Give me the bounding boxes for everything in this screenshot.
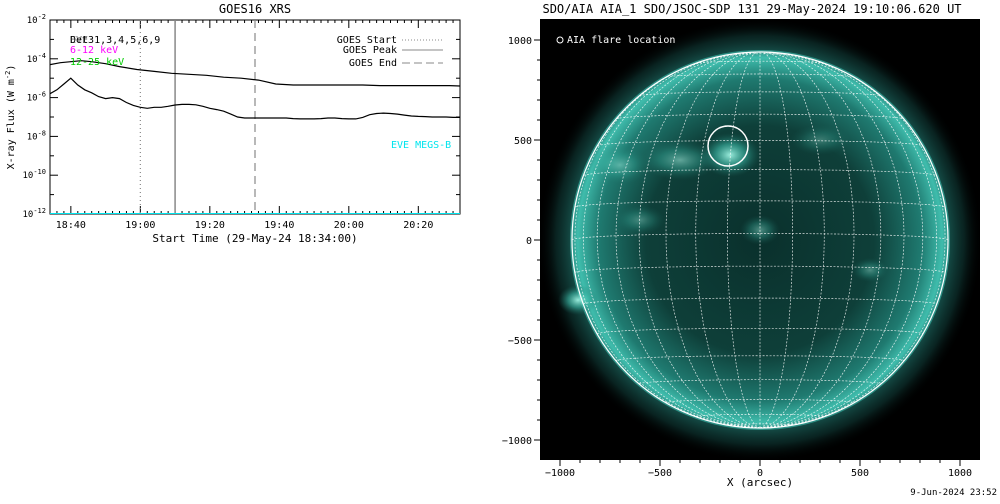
y-tick-label: 10-12 (23, 207, 47, 220)
x-tick-label: 18:40 (56, 220, 86, 231)
legend-12-25kev: 12-25 keV (70, 57, 124, 68)
goes-xrs-chart: GOES16 XRS X-ray Flux (W m-2) Start Time… (4, 2, 461, 245)
ry-tick-label: −1000 (502, 436, 532, 447)
series-line-0 (50, 60, 460, 87)
left-xlabel: Start Time (29-May-24 18:34:00) (152, 232, 357, 245)
aia-image-panel: SDO/AIA AIA_1 SDO/JSOC-SDP 131 29-May-20… (502, 2, 980, 489)
rx-tick-label: 0 (757, 468, 763, 479)
y-tick-label: 10-4 (27, 52, 46, 65)
x-tick-label: 19:00 (125, 220, 155, 231)
x-tick-label: 19:20 (195, 220, 225, 231)
flare-legend-icon (556, 36, 564, 44)
longitude-line (759, 52, 793, 428)
rx-tick-label: −1000 (545, 468, 575, 479)
y-tick-label: 10-8 (27, 129, 46, 142)
latitude-line (666, 73, 854, 78)
latitude-line (616, 113, 904, 120)
footer-timestamp: 9-Jun-2024 23:52 (910, 488, 997, 498)
latitude-line (583, 297, 937, 305)
legend-goes-end: GOES End (349, 58, 397, 69)
legend-goes-peak: GOES Peak (343, 45, 397, 56)
latitude-line (615, 355, 905, 361)
left-y-axis: 10-12 10-10 10-8 10-6 10-4 10-2 (23, 13, 460, 220)
disk-limb-outline (571, 51, 949, 429)
series-line-1 (50, 77, 460, 120)
longitude-line (596, 52, 761, 428)
goes-event-markers (139, 20, 256, 214)
longitude-line (759, 52, 882, 428)
right-xlabel: X (arcsec) (727, 476, 793, 489)
marker-legend: GOES Start GOES Peak GOES End (337, 35, 443, 69)
longitude-line (582, 52, 761, 428)
ry-tick-label: 500 (514, 136, 532, 147)
eve-megs-label: EVE MEGS-B (391, 140, 451, 151)
latitude-line (696, 60, 824, 64)
longitude-line (759, 52, 855, 428)
y-tick-label: 10-2 (27, 13, 46, 26)
left-chart-title: GOES16 XRS (219, 2, 291, 16)
limb-brightening (558, 285, 598, 315)
goes-flux-series (50, 60, 460, 214)
right-chart-title: SDO/AIA AIA_1 SDO/JSOC-SDP 131 29-May-20… (542, 2, 961, 16)
longitude-line (759, 55, 946, 428)
latitude-line (574, 200, 946, 208)
rx-tick-label: −500 (648, 468, 672, 479)
y-tick-label: 10-10 (23, 168, 47, 181)
legend-6-12kev: 6-12 keV (70, 45, 118, 56)
latitude-line (665, 399, 855, 403)
latitude-line (583, 169, 937, 176)
legend-goes-start: GOES Start (337, 35, 397, 46)
rx-tick-label: 500 (851, 468, 869, 479)
longitude-line (665, 52, 761, 428)
x-tick-label: 20:20 (403, 220, 433, 231)
rx-tick-label: 1000 (948, 468, 972, 479)
longitude-line (638, 52, 761, 428)
y-tick-label: 10-6 (27, 91, 46, 104)
x-tick-label: 19:40 (264, 220, 294, 231)
longitude-line (695, 52, 761, 428)
legend-eve-overprint: EVE (70, 35, 88, 46)
ry-tick-label: 0 (526, 236, 532, 247)
longitude-line (759, 52, 924, 428)
right-y-axis: 1000 500 0 −500 −1000 (502, 36, 540, 447)
flare-legend-label: AIA flare location (567, 35, 675, 46)
longitude-line (574, 55, 761, 428)
longitude-line (759, 52, 825, 428)
heliographic-grid (572, 52, 948, 428)
active-regions (590, 125, 888, 282)
longitude-line (759, 52, 938, 428)
flare-location-circle (707, 125, 749, 167)
ry-tick-label: −500 (508, 336, 532, 347)
longitude-line (727, 52, 761, 428)
ry-tick-label: 1000 (508, 36, 532, 47)
x-tick-label: 20:00 (334, 220, 364, 231)
left-ylabel: X-ray Flux (W m-2) (4, 65, 17, 170)
legend-detectors: Det31,3,4,5,6,9 (70, 35, 160, 46)
right-x-axis: −1000 −500 0 500 1000 (545, 460, 972, 479)
